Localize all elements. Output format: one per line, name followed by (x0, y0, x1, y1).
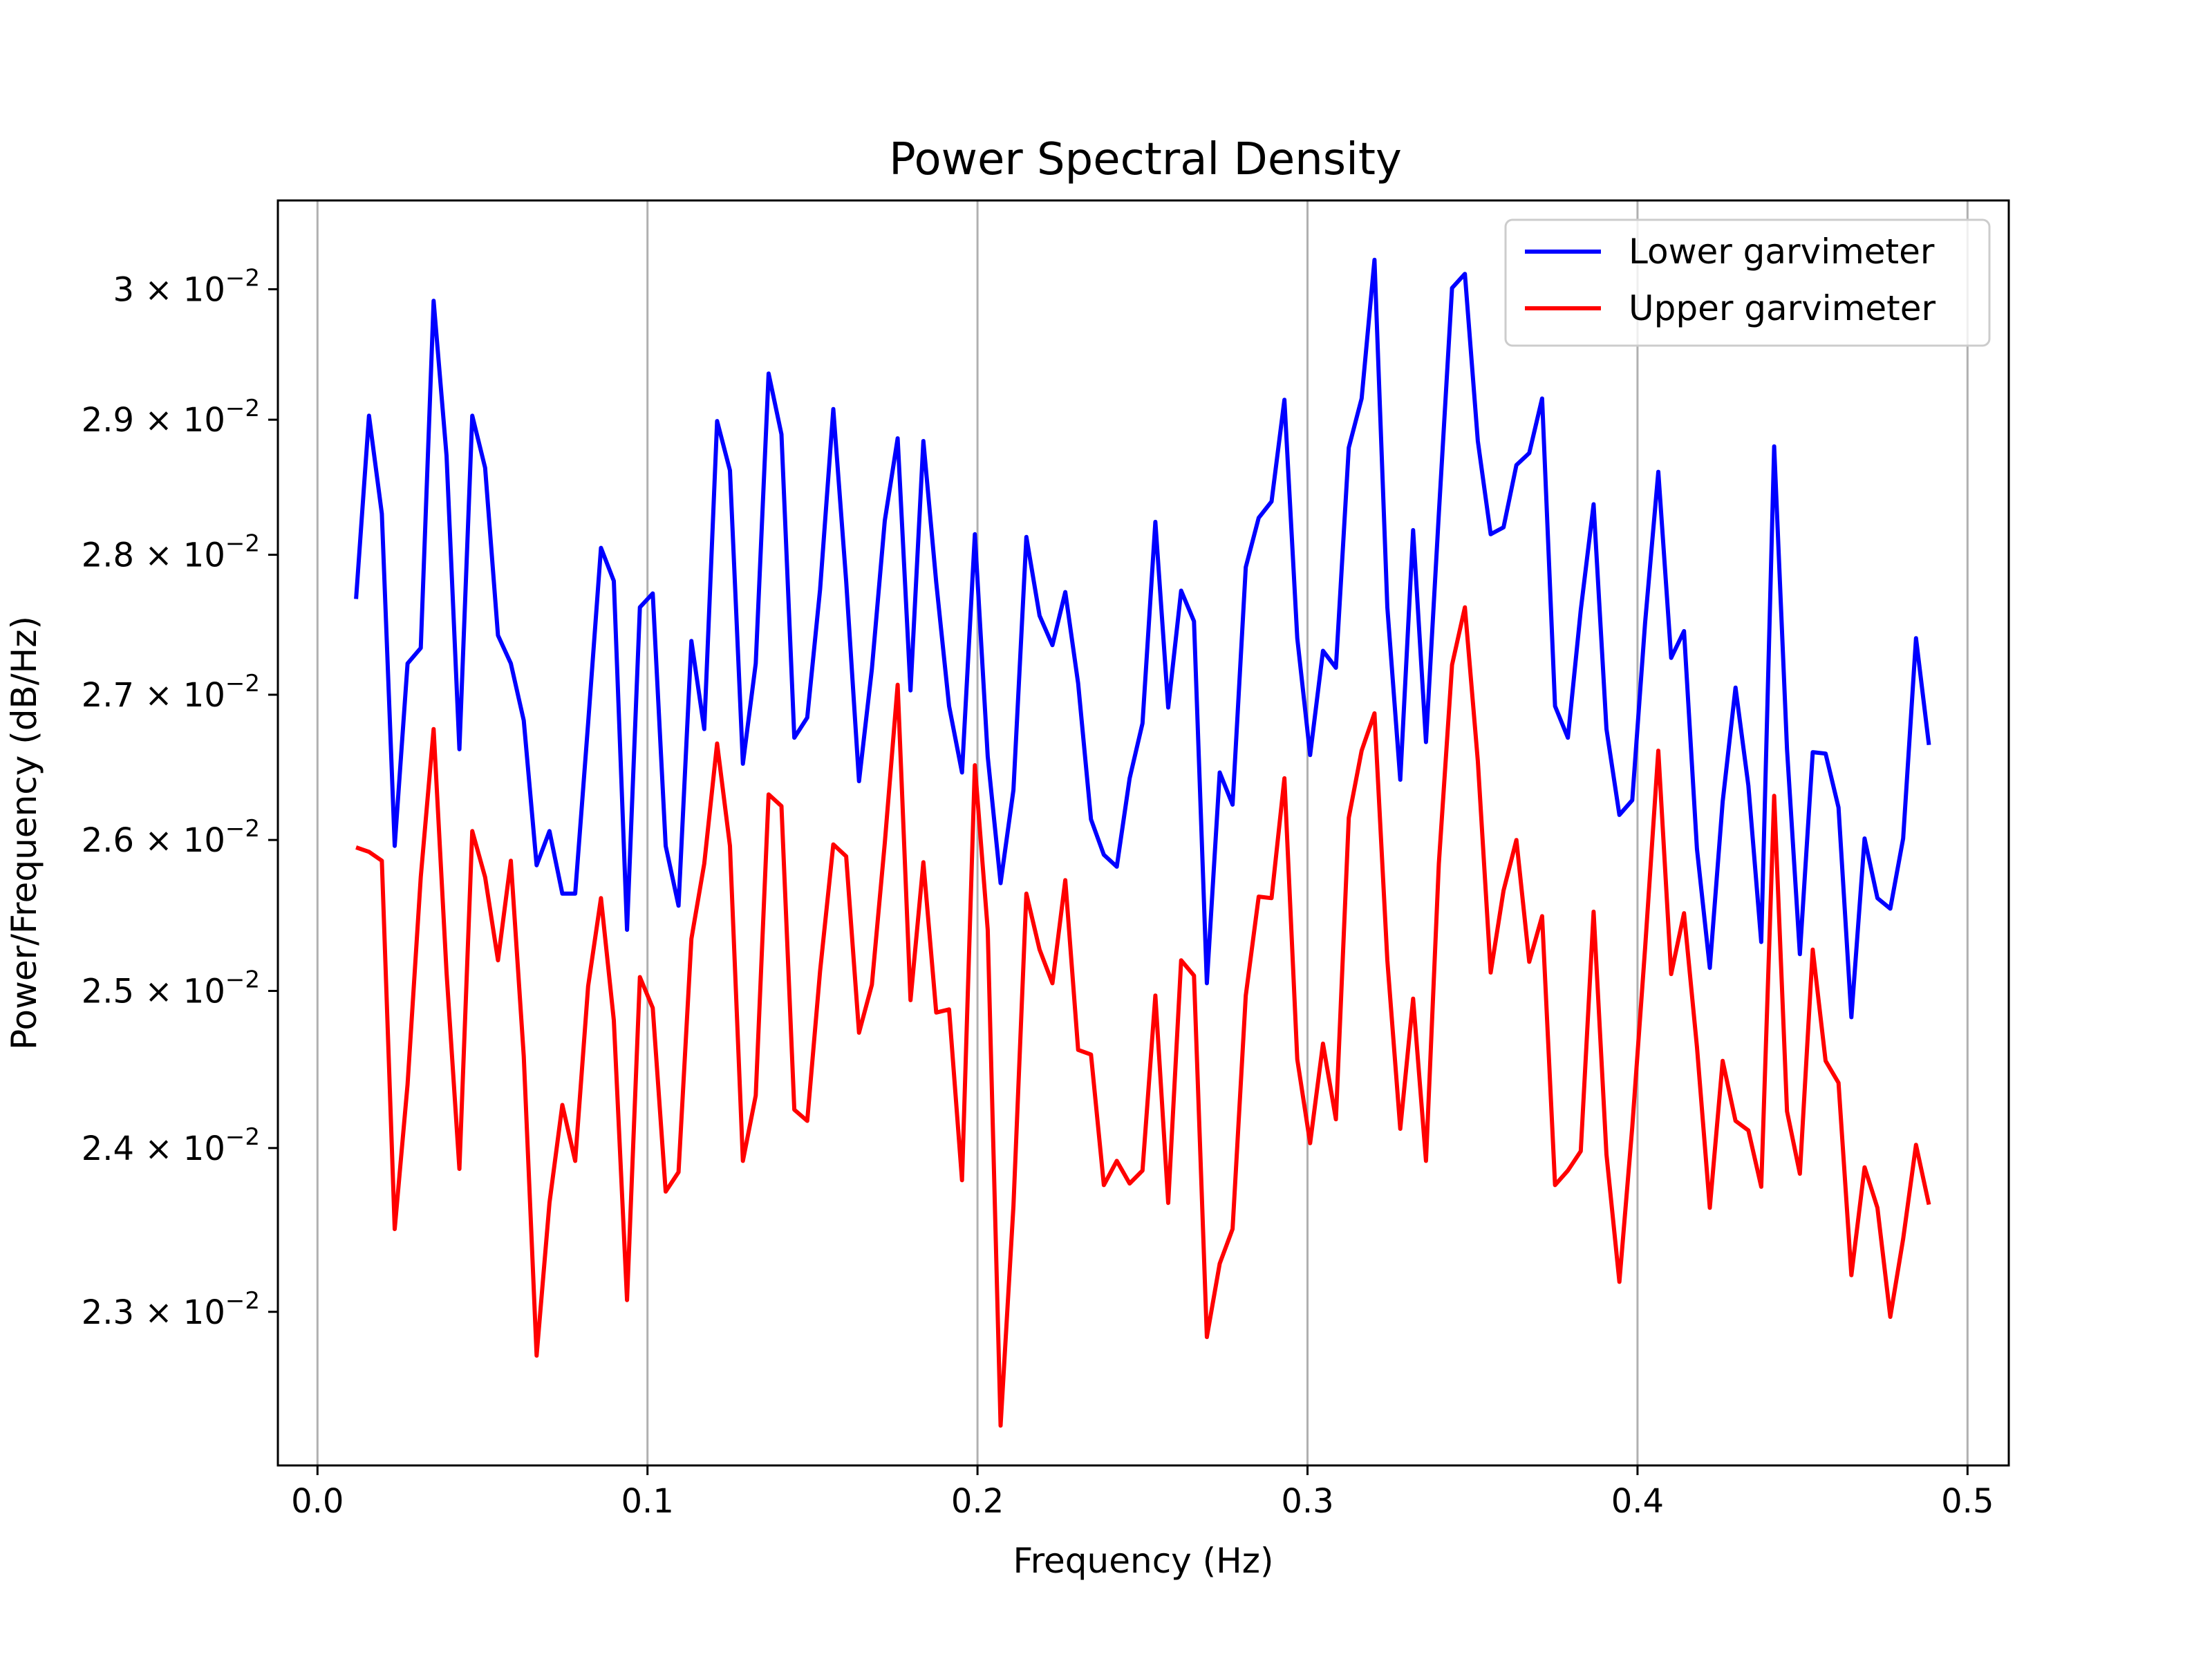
x-axis: 0.0 0.1 0.2 0.3 0.4 0.5 (291, 1465, 1994, 1521)
legend-label-upper-garvimeter: Upper garvimeter (1629, 288, 1936, 328)
x-tick-label: 0.2 (951, 1482, 1004, 1521)
x-axis-label: Frequency (Hz) (1013, 1541, 1273, 1581)
series-line-lower-garvimeter (354, 257, 1931, 1020)
chart-title: Power Spectral Density (889, 134, 1402, 185)
y-axis: 2.3 × 10−2 2.4 × 10−2 2.5 × 10−2 2.6 × 10−2… (82, 264, 278, 1332)
x-tick-label: 0.3 (1281, 1482, 1333, 1521)
plot-area (278, 200, 2009, 1465)
x-tick-label: 0.5 (1941, 1482, 1994, 1521)
series-line-upper-garvimeter (355, 605, 1931, 1428)
legend: Lower garvimeter Upper garvimeter (1504, 218, 1991, 347)
legend-label-lower-garvimeter: Lower garvimeter (1629, 232, 1935, 272)
legend-box (1504, 218, 1991, 347)
y-tick-label: 2.7 × 10−2 (82, 670, 260, 715)
y-axis-label: Power/Frequency (dB/Hz) (4, 616, 44, 1050)
x-tick-label: 0.0 (291, 1482, 344, 1521)
plot-frame (276, 199, 2010, 1467)
y-tick-label: 2.6 × 10−2 (82, 815, 260, 860)
x-tick-label: 0.1 (621, 1482, 674, 1521)
y-tick-label: 2.8 × 10−2 (82, 530, 260, 575)
y-tick-label: 2.5 × 10−2 (82, 966, 260, 1011)
series-layer (354, 257, 1931, 1428)
grid-lines (316, 200, 1969, 1465)
y-tick-label: 2.4 × 10−2 (82, 1123, 260, 1168)
y-tick-label: 2.3 × 10−2 (82, 1287, 260, 1332)
y-tick-label: 2.9 × 10−2 (82, 395, 260, 440)
x-tick-label: 0.4 (1611, 1482, 1664, 1521)
y-tick-label: 3 × 10−2 (113, 264, 260, 309)
